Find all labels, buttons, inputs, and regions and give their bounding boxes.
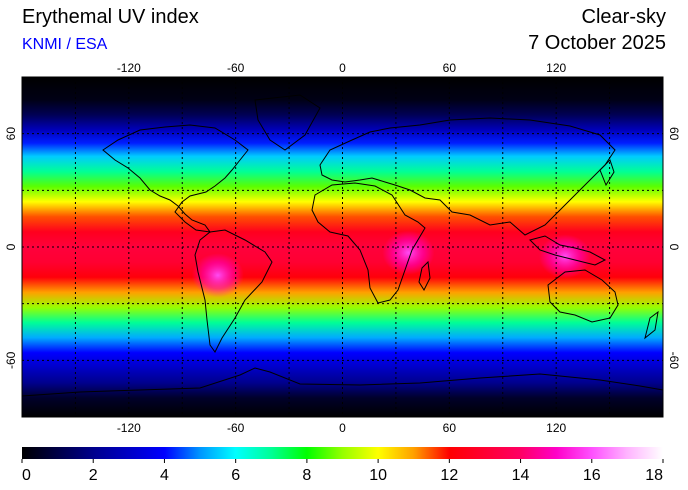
coast-madagascar	[418, 260, 431, 292]
coast-antarctica	[22, 367, 663, 397]
colorbar-tick-label: 12	[440, 467, 458, 484]
colorbar-ticks: 0 2 4 6 8 10 12 14 16 18	[21, 459, 664, 484]
lat-tick-label-right: -60	[667, 352, 681, 370]
colorbar	[22, 447, 663, 459]
colorbar-tick-label: 6	[231, 467, 240, 484]
lat-tick-label-left: 60	[4, 127, 18, 141]
colorbar-tick-label: 16	[583, 467, 601, 484]
lat-tick-label-right: 0	[667, 244, 681, 251]
coast-australia	[547, 269, 619, 323]
coast-africa	[311, 182, 426, 304]
coast-new-zealand	[644, 310, 659, 340]
lon-tick-label-bottom: -60	[227, 421, 245, 435]
coastlines	[22, 94, 663, 397]
lon-tick-label-top: -60	[227, 61, 245, 75]
date-label: 7 October 2025	[528, 32, 666, 54]
uv-hotspot-east-africa	[382, 230, 435, 275]
credit-label: KNMI / ESA	[22, 36, 108, 53]
colorbar-tick-label: 18	[645, 467, 663, 484]
uv-hotspot-andes	[191, 253, 244, 298]
lon-tick-label-top: -120	[117, 61, 141, 75]
colorbar-tick-label: 2	[89, 467, 98, 484]
lat-tick-label-right: 60	[667, 127, 681, 141]
lon-tick-label-bottom: 120	[546, 421, 566, 435]
lon-tick-label-top: 0	[339, 61, 346, 75]
colorbar-tick-label: 0	[22, 467, 31, 484]
lon-tick-label-bottom: 0	[339, 421, 346, 435]
map-frame	[21, 76, 664, 418]
chart-title: Erythemal UV index	[22, 6, 199, 28]
colorbar-tick-label: 8	[302, 467, 311, 484]
map-area	[22, 77, 663, 417]
lon-tick-label-top: 60	[443, 61, 457, 75]
lat-tick-label-left: 0	[4, 243, 18, 250]
coast-north-america	[102, 124, 249, 233]
lon-tick-label-top: 120	[546, 61, 566, 75]
colorbar-tick-label: 14	[512, 467, 530, 484]
lon-tick-label-bottom: -120	[117, 421, 141, 435]
map-ticks: -120 -120 -60 -60 0 0 60 60 120 120 60 60 0 0 -60 -60	[4, 61, 681, 435]
lon-tick-label-bottom: 60	[443, 421, 457, 435]
uv-hotspots	[191, 230, 592, 298]
coast-japan	[599, 159, 615, 187]
uv-hotspot-maritime-continent	[539, 234, 592, 279]
coast-greenland	[254, 94, 321, 151]
colorbar-tick-label: 10	[369, 467, 387, 484]
graticule	[22, 77, 663, 417]
coast-maritime-islands	[529, 235, 607, 266]
colorbar-tick-label: 4	[160, 467, 169, 484]
lat-tick-label-left: -60	[4, 351, 18, 369]
coast-eurasia	[319, 117, 616, 236]
coast-south-america	[194, 229, 273, 353]
sky-mode-label: Clear-sky	[581, 6, 666, 28]
